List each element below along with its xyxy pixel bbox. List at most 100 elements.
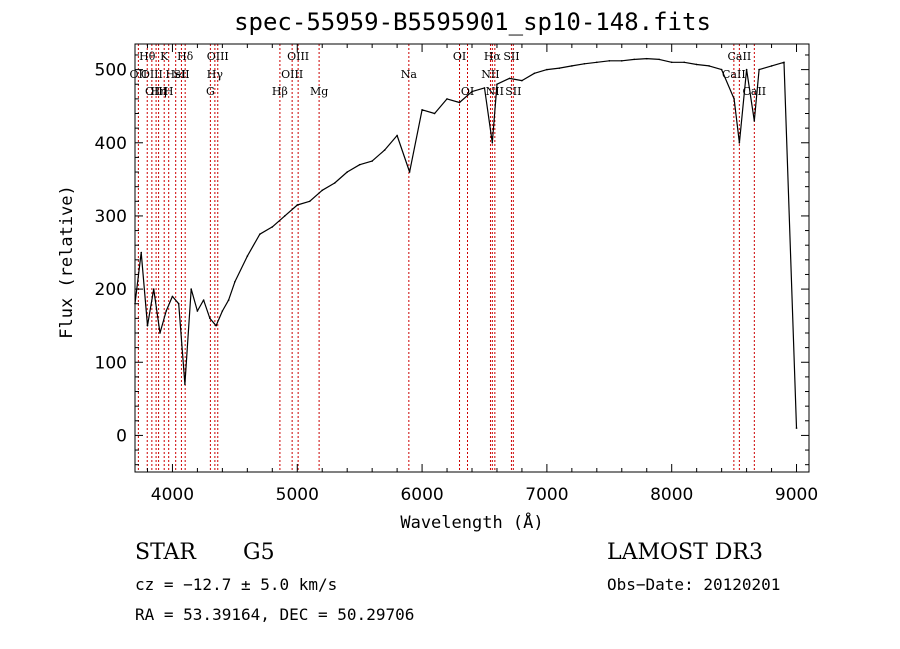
spectrum-point-42	[546, 68, 548, 71]
spectrum-point-30	[408, 171, 411, 173]
spectrum-point-46	[596, 61, 598, 64]
spectrum-point-16	[234, 280, 236, 283]
line-marker-label-15: OIII	[287, 50, 309, 63]
spectrum-point-25	[346, 171, 348, 173]
spectrum-point-31	[421, 109, 423, 111]
spectrum-point-2	[146, 324, 149, 327]
line-marker-label-23: SII	[503, 50, 519, 63]
line-marker-label-8: SII	[173, 68, 189, 81]
y-axis-label: Flux (relative)	[57, 185, 77, 339]
spectrum-point-64	[795, 427, 798, 429]
spectrum-point-57	[733, 98, 735, 100]
line-markers	[137, 44, 755, 472]
spectrum-point-60	[753, 120, 756, 122]
spectrum-point-40	[521, 79, 523, 82]
y-axis-ticks: 0 100 200 300 400 500	[95, 54, 809, 466]
line-marker-label-4: Hη	[150, 85, 166, 98]
line-marker-label-20: NII	[481, 68, 499, 81]
spectrum-point-45	[583, 62, 586, 65]
coordinates: RA = 53.39164, DEC = 50.29706	[135, 605, 415, 624]
spectrum-point-39	[508, 77, 511, 80]
line-marker-label-27: CaII	[742, 85, 766, 98]
spectrum-point-44	[571, 65, 573, 67]
spectrum-series	[134, 57, 798, 429]
x-axis-label: Wavelength (Å)	[400, 511, 543, 533]
y-tick-label-4: 400	[95, 134, 127, 154]
spectrum-point-18	[259, 233, 261, 236]
subclass: G5	[243, 540, 275, 565]
chart-title: spec-55959-B5595901_sp10-148.fits	[234, 8, 711, 36]
spectrum-point-34	[458, 101, 461, 104]
spectrum-point-14	[221, 310, 224, 312]
y-tick-label-2: 200	[95, 280, 127, 300]
spectrum-point-26	[358, 163, 361, 166]
spectrum-point-17	[246, 255, 249, 257]
spectrum-point-61	[758, 68, 760, 71]
line-marker-label-19: OI	[461, 85, 474, 98]
spectrum-point-10	[196, 310, 199, 312]
line-marker-label-7: HeI	[165, 68, 185, 81]
line-marker-label-2: OIII	[141, 68, 163, 81]
spectrum-point-56	[720, 68, 723, 71]
spectrum-point-21	[296, 204, 299, 206]
x-tick-label-2: 6000	[400, 485, 443, 505]
x-tick-label-4: 8000	[650, 485, 693, 505]
x-tick-label-0: 4000	[151, 485, 194, 505]
object-class: STAR	[135, 540, 196, 565]
line-marker-label-10: G	[206, 85, 215, 98]
spectrum-point-62	[770, 65, 773, 67]
spectrum-point-35	[471, 90, 473, 93]
spectrum-point-6	[171, 295, 174, 298]
line-marker-label-6: H	[164, 85, 174, 98]
spectrum-point-36	[483, 87, 486, 89]
spectrum-point-54	[695, 63, 698, 66]
spectrum-point-51	[658, 58, 661, 61]
spectrum-point-22	[308, 200, 311, 203]
spectrum-point-29	[396, 134, 398, 137]
line-marker-label-14: OIII	[281, 68, 303, 81]
spectrum-point-12	[209, 317, 211, 320]
spectrum-point-50	[645, 57, 648, 60]
y-tick-label-0: 0	[116, 426, 127, 446]
survey-name: LAMOST DR3	[607, 540, 763, 565]
spectrum-point-7	[177, 302, 180, 305]
line-marker-label-1: Hθ	[139, 50, 156, 63]
spectrum-line-0	[134, 57, 798, 429]
spectrum-point-52	[670, 61, 673, 64]
velocity: cz = −12.7 ± 5.0 km/s	[135, 575, 338, 594]
y-tick-label-1: 100	[95, 353, 127, 373]
line-marker-label-13: Hβ	[272, 85, 288, 98]
line-marker-label-21: Hα	[484, 50, 502, 63]
line-marker-label-16: Mg	[310, 85, 328, 98]
spectrum-point-28	[383, 149, 386, 151]
spectrum-point-1	[140, 251, 143, 254]
spectrum-point-48	[620, 60, 623, 62]
x-tick-label-1: 5000	[276, 485, 319, 505]
spectrum-point-5	[165, 310, 168, 312]
spectrum-point-59	[745, 68, 748, 71]
x-tick-label-5: 9000	[775, 485, 818, 505]
x-axis-ticks: 4000 5000 6000 7000 8000 9000	[146, 44, 818, 505]
spectrum-point-15	[227, 299, 230, 301]
obs-date: Obs−Date: 20120201	[607, 575, 781, 594]
line-marker-labels: OIIHθOIIIOIIIHηKHHeISIIHδGHγOIIIHβOIIIOI…	[130, 50, 767, 98]
line-marker-label-9: Hδ	[177, 50, 194, 63]
line-marker-label-12: OIII	[207, 50, 229, 63]
spectrum-point-8	[184, 383, 186, 386]
spectrum-point-63	[783, 61, 785, 64]
spectrum-point-49	[633, 58, 636, 61]
spectrum-point-58	[738, 141, 741, 144]
spectrum-point-13	[215, 324, 217, 327]
line-marker-label-24: SII	[505, 85, 521, 98]
spectrum-point-41	[533, 72, 536, 75]
line-marker-label-22: NII	[486, 85, 504, 98]
spectrum-point-32	[433, 112, 436, 115]
y-tick-label-5: 500	[95, 61, 127, 81]
line-marker-label-25: CaII	[722, 68, 746, 81]
spectrum-point-11	[202, 299, 205, 301]
spectrum-point-33	[446, 98, 448, 100]
spectrum-point-53	[683, 61, 685, 64]
spectrum-point-37	[491, 141, 494, 144]
spectrum-point-55	[708, 65, 710, 67]
